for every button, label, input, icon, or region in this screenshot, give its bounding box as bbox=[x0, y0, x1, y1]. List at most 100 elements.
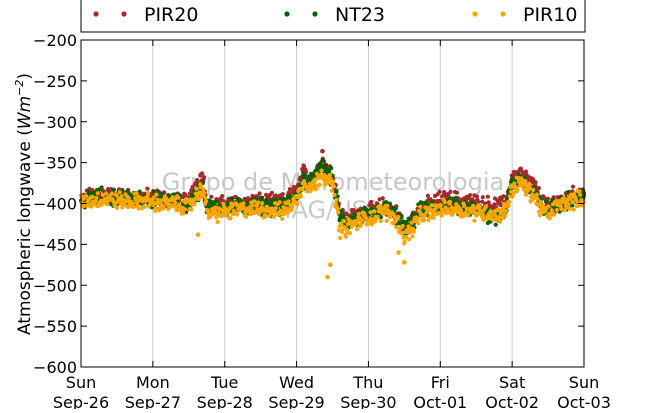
point-PIR10 bbox=[506, 203, 511, 209]
point-NT23 bbox=[269, 198, 274, 203]
point-PIR10 bbox=[522, 182, 527, 187]
point-PIR10 bbox=[263, 214, 268, 219]
x-tick-day-label: Mon bbox=[136, 373, 170, 392]
point-PIR10 bbox=[471, 203, 476, 208]
point-PIR10 bbox=[394, 225, 399, 230]
x-tick-date-label: Sep-29 bbox=[268, 393, 324, 409]
point-PIR10 bbox=[289, 208, 294, 213]
point-PIR10 bbox=[438, 203, 443, 208]
point-PIR10 bbox=[410, 234, 415, 239]
point-PIR10 bbox=[203, 195, 208, 200]
point-PIR10 bbox=[439, 213, 444, 218]
point-PIR10 bbox=[194, 186, 199, 191]
x-tick-day-label: Sat bbox=[499, 373, 525, 392]
point-PIR10 bbox=[131, 204, 136, 209]
point-PIR10-outlier bbox=[328, 262, 333, 268]
y-axis-label-close: ) bbox=[15, 73, 35, 80]
point-NT23 bbox=[268, 202, 273, 207]
point-PIR20 bbox=[302, 164, 307, 169]
point-PIR20 bbox=[510, 173, 516, 179]
point-PIR10 bbox=[115, 205, 120, 210]
point-PIR10-outlier bbox=[195, 232, 201, 237]
point-NT23 bbox=[334, 189, 339, 194]
point-PIR10 bbox=[498, 219, 503, 224]
point-NT23 bbox=[449, 196, 454, 201]
y-axis-label-unit: Wm bbox=[15, 96, 35, 129]
point-PIR10 bbox=[360, 218, 365, 223]
point-PIR10 bbox=[314, 171, 320, 176]
point-PIR10 bbox=[339, 222, 344, 228]
legend-label-PIR20: PIR20 bbox=[144, 4, 198, 26]
point-PIR10 bbox=[334, 197, 339, 202]
x-tick-day-label: Tue bbox=[210, 373, 238, 392]
point-PIR10 bbox=[578, 192, 583, 197]
point-PIR10 bbox=[465, 213, 470, 218]
point-PIR10 bbox=[429, 203, 434, 208]
point-NT23 bbox=[264, 198, 269, 203]
y-axis: −200 −250 −300 −350 −400 −450 −500 −550 −600 bbox=[33, 31, 584, 377]
point-NT23 bbox=[329, 166, 334, 171]
point-PIR10 bbox=[554, 207, 560, 213]
point-PIR10 bbox=[443, 205, 448, 210]
point-PIR10 bbox=[531, 187, 536, 193]
point-PIR10 bbox=[241, 201, 246, 206]
point-PIR20 bbox=[200, 171, 205, 176]
point-PIR10 bbox=[156, 208, 162, 213]
point-PIR10 bbox=[131, 201, 136, 206]
point-PIR10 bbox=[577, 189, 582, 194]
point-PIR10 bbox=[477, 205, 482, 210]
point-PIR10 bbox=[290, 204, 295, 210]
point-PIR10 bbox=[333, 201, 338, 207]
point-PIR10 bbox=[515, 187, 520, 192]
point-PIR10 bbox=[124, 199, 129, 204]
point-PIR10 bbox=[415, 216, 420, 221]
point-PIR10 bbox=[313, 187, 318, 192]
point-NT23 bbox=[320, 158, 325, 163]
point-NT23 bbox=[302, 173, 307, 178]
point-PIR10 bbox=[151, 195, 156, 200]
point-PIR10 bbox=[327, 173, 332, 178]
point-PIR10 bbox=[491, 217, 496, 222]
point-PIR10 bbox=[375, 214, 380, 220]
point-PIR10 bbox=[408, 229, 413, 234]
point-PIR20 bbox=[524, 172, 529, 177]
point-PIR10 bbox=[429, 208, 434, 213]
point-PIR10 bbox=[196, 196, 201, 202]
point-PIR10 bbox=[442, 200, 447, 205]
point-PIR10 bbox=[358, 222, 363, 227]
point-PIR10 bbox=[566, 202, 571, 207]
point-PIR10 bbox=[547, 216, 552, 221]
legend-marker-PIR20 bbox=[93, 11, 99, 17]
point-PIR20 bbox=[220, 194, 225, 199]
point-PIR10 bbox=[422, 218, 427, 223]
point-PIR10 bbox=[527, 185, 532, 190]
x-axis: SunSep-26MonSep-27TueSep-28WedSep-29ThuS… bbox=[53, 40, 611, 412]
point-NT23 bbox=[493, 222, 498, 227]
point-PIR10 bbox=[523, 192, 529, 197]
x-tick-day-label: Sun bbox=[569, 373, 599, 392]
point-PIR10-outlier bbox=[396, 250, 401, 255]
point-NT23 bbox=[309, 171, 314, 176]
point-NT23 bbox=[335, 194, 340, 199]
legend-marker-PIR10 bbox=[472, 11, 478, 17]
point-PIR10 bbox=[523, 178, 528, 184]
point-PIR20 bbox=[533, 180, 538, 185]
point-PIR10 bbox=[331, 179, 336, 184]
point-PIR10 bbox=[332, 192, 337, 198]
point-PIR20 bbox=[480, 199, 485, 204]
point-PIR20 bbox=[570, 184, 576, 189]
point-PIR10 bbox=[104, 191, 109, 196]
x-tick-date-label: Sep-30 bbox=[340, 393, 396, 409]
point-NT23 bbox=[399, 215, 404, 220]
y-axis-label-exponent: −2 bbox=[13, 80, 26, 96]
point-PIR20 bbox=[269, 190, 274, 195]
point-PIR10 bbox=[120, 205, 125, 210]
data-points bbox=[78, 148, 587, 280]
point-NT23 bbox=[259, 195, 264, 200]
point-PIR20 bbox=[470, 197, 475, 202]
point-PIR10 bbox=[213, 205, 218, 210]
point-PIR10 bbox=[298, 194, 303, 199]
point-NT23 bbox=[566, 189, 571, 195]
legend-label-PIR10: PIR10 bbox=[523, 4, 577, 26]
